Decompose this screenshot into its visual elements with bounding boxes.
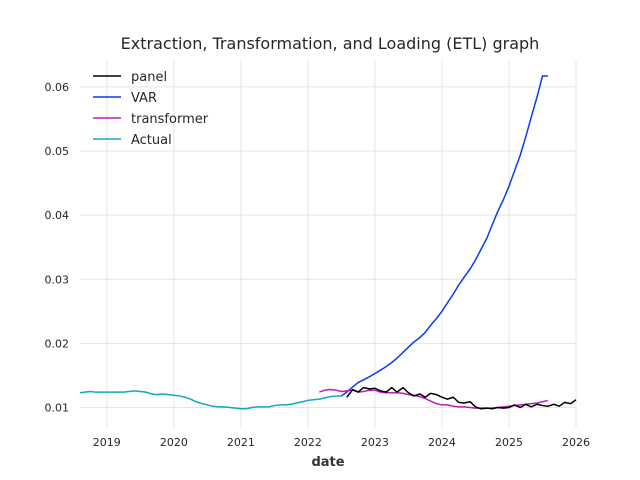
series-line-actual — [79, 390, 342, 410]
y-tick-label: 0.02 — [45, 337, 70, 350]
x-tick-label: 2024 — [428, 436, 456, 449]
chart-title: Extraction, Transformation, and Loading … — [121, 34, 540, 53]
series-lines — [79, 75, 577, 410]
x-tick-label: 2020 — [160, 436, 188, 449]
y-tick-label: 0.04 — [45, 209, 70, 222]
grid-lines — [80, 60, 577, 428]
y-tick-label: 0.03 — [45, 273, 70, 286]
series-line-panel — [346, 386, 577, 410]
series-line-var — [340, 75, 548, 397]
x-tick-label: 2019 — [93, 436, 121, 449]
y-tick-label: 0.06 — [45, 81, 70, 94]
x-tick-label: 2026 — [562, 436, 590, 449]
y-axis-ticks: 0.01 0.02 0.03 0.04 0.05 0.06 — [45, 81, 70, 415]
x-axis-ticks: 2019 2020 2021 2022 2023 2024 2025 2026 — [93, 436, 590, 449]
legend-label-var: VAR — [131, 91, 157, 106]
legend-label-actual: Actual — [131, 133, 172, 148]
legend-label-transformer: transformer — [131, 112, 209, 127]
y-tick-label: 0.05 — [45, 145, 70, 158]
x-tick-label: 2025 — [495, 436, 523, 449]
legend: panel VAR transformer Actual — [93, 70, 209, 148]
y-tick-label: 0.01 — [45, 401, 70, 414]
legend-label-panel: panel — [131, 70, 167, 85]
x-tick-label: 2023 — [361, 436, 389, 449]
x-tick-label: 2021 — [227, 436, 255, 449]
x-axis-label: date — [311, 455, 344, 470]
x-tick-label: 2022 — [294, 436, 322, 449]
